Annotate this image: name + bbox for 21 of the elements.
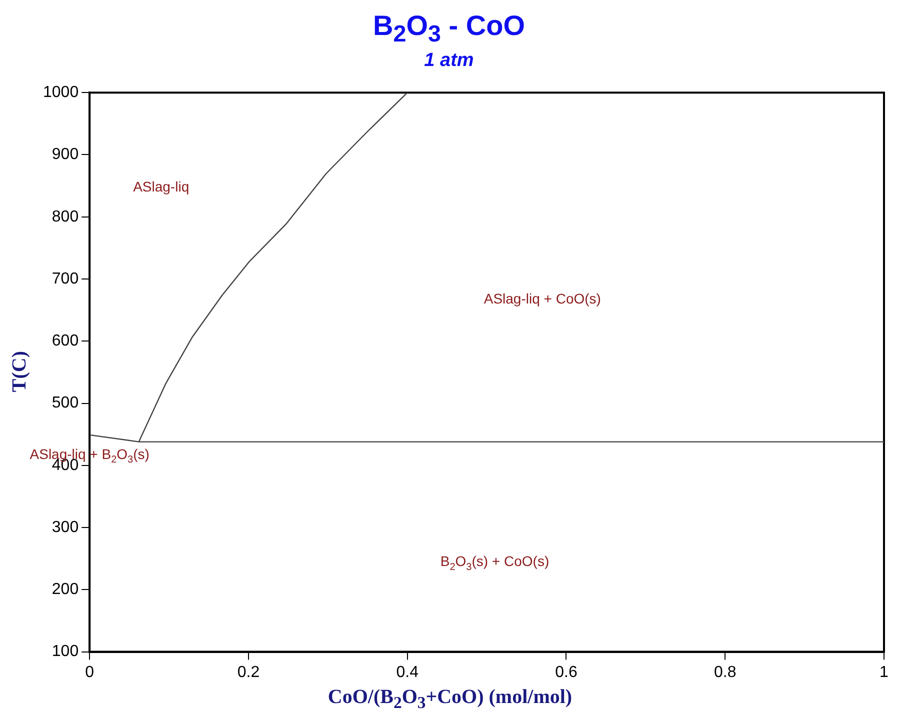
chart-title: B$_{2}$O$_{3}$ - CoO — [372, 10, 526, 48]
x-axis-title: CoO/(B$_{2}$O$_{3}$+CoO) (mol/mol) — [326, 686, 574, 713]
y-tick-label: 200 — [52, 581, 79, 598]
y-tick-label: 100 — [52, 643, 79, 660]
annotation: ASlag-liq + CoO(s) — [484, 290, 601, 306]
y-tick-label: 1000 — [43, 84, 79, 102]
y-tick-label: 300 — [52, 518, 79, 536]
x-tick-label: 1 — [880, 664, 889, 681]
y-tick-label: 700 — [52, 270, 79, 288]
x-tick-label: 0.4 — [396, 664, 419, 681]
y-tick-label: 500 — [52, 394, 79, 412]
y-tick-label: 600 — [52, 332, 79, 350]
x-tick-label: 0.8 — [714, 664, 736, 681]
chart-subtitle: 1 atm — [423, 50, 475, 72]
y-tick-label: 800 — [52, 208, 79, 226]
x-tick-label: 0.6 — [555, 664, 578, 681]
annotation: ASlag-liq — [133, 178, 190, 195]
x-tick-label: 0.2 — [237, 664, 260, 681]
x-tick-label: 0 — [85, 664, 94, 681]
y-axis-title: T(C) — [8, 350, 32, 394]
y-tick-label: 900 — [52, 146, 79, 164]
